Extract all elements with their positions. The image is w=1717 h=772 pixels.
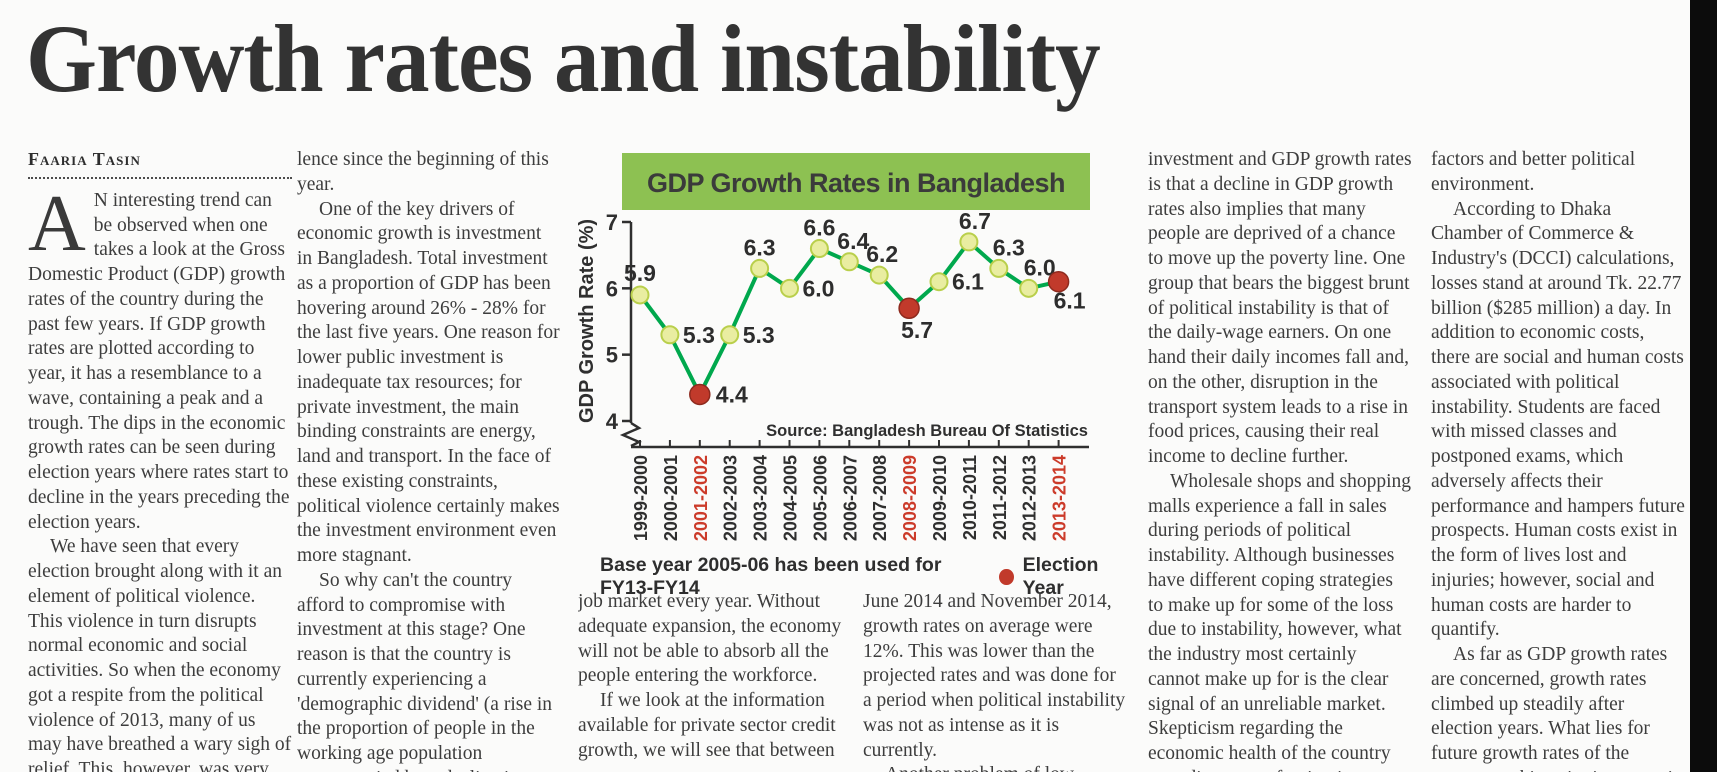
page-edge-strip — [1690, 0, 1717, 772]
chart-legend: Election Year — [999, 554, 1131, 600]
chart-title-bar — [622, 153, 1090, 210]
data-point-marker — [780, 278, 799, 298]
x-category-label: 2004-2005 — [781, 455, 801, 541]
paragraph: lence since the beginning of this year. — [297, 149, 549, 195]
x-category-label: 2003-2004 — [751, 455, 771, 541]
paragraph: June 2014 and November 2014, growth rate… — [863, 591, 1126, 761]
data-point-marker — [630, 285, 650, 305]
data-point-label: 6.3 — [744, 234, 776, 260]
x-category-label: 2001-2002 — [691, 455, 711, 541]
data-point-marker — [720, 325, 740, 345]
headline: Growth rates and instability — [26, 5, 1101, 112]
y-tick-label: 7 — [606, 210, 618, 235]
data-point-label: 6.3 — [993, 234, 1025, 260]
paragraph: job market every year. Without adequate … — [578, 591, 842, 687]
y-tick-label: 6 — [606, 276, 618, 301]
data-point-marker — [989, 258, 1009, 278]
gdp-growth-chart: GDP Growth Rates in Bangladesh 7 6 5 4 GDP Gr… — [576, 145, 1135, 599]
data-point-label: 6.1 — [1054, 288, 1086, 314]
paragraph: investment and GDP growth rates is that … — [1148, 149, 1412, 467]
column-3: job market every year. Without adequate … — [578, 590, 846, 772]
x-category-label: 2009-2010 — [930, 455, 950, 541]
paragraph: Another problem of low — [863, 763, 1127, 772]
chart-title: GDP Growth Rates in Bangladesh — [647, 168, 1065, 198]
drop-cap: A — [28, 179, 86, 268]
data-point-label: 6.0 — [803, 275, 835, 301]
data-point-marker — [750, 258, 770, 278]
x-category-label: 2006-2007 — [840, 455, 860, 541]
x-category-label: 2012-2013 — [1020, 455, 1040, 541]
election-year-marker — [1047, 270, 1070, 293]
data-point-marker — [929, 272, 949, 292]
paragraph: If we look at the information available … — [578, 690, 836, 761]
x-category-label: 2011-2012 — [990, 455, 1010, 540]
data-point-marker — [660, 325, 680, 345]
axis-break-icon — [619, 421, 642, 448]
x-category-label: 2007-2008 — [870, 455, 890, 541]
x-category-label: 2013-2014 — [1050, 455, 1070, 541]
y-tick-label: 4 — [606, 409, 619, 434]
data-point-label: 6.7 — [959, 208, 991, 234]
byline-rule — [28, 176, 292, 179]
paragraph: factors and better political environment… — [1431, 149, 1636, 195]
data-point-label: 6.6 — [803, 215, 835, 241]
x-category-label: 2005-2006 — [810, 455, 830, 541]
x-category-label: 2002-2003 — [721, 455, 741, 541]
data-point-label: 4.4 — [716, 381, 748, 407]
paragraph: One of the key drivers of economic growt… — [297, 198, 560, 567]
data-point-label: 5.9 — [624, 260, 656, 286]
x-category-label: 2008-2009 — [900, 455, 920, 541]
chart-canvas: GDP Growth Rates in Bangladesh 7 6 5 4 GDP Gr… — [576, 153, 1090, 541]
legend-label: Election Year — [1022, 554, 1099, 599]
byline: Faaria Tasin — [28, 149, 141, 169]
data-point-marker — [869, 265, 889, 285]
data-point-label: 6.2 — [866, 241, 898, 267]
data-point-label: 6.4 — [837, 228, 869, 254]
paragraph: According to Dhaka Chamber of Commerce &… — [1431, 198, 1685, 641]
x-category-label: 2000-2001 — [661, 455, 681, 541]
data-point-marker — [1019, 278, 1039, 298]
paragraph: Wholesale shops and shopping malls exper… — [1148, 470, 1412, 772]
chart-note: Base year 2005-06 has been used for FY13… — [600, 554, 942, 599]
chart-caption-row: Base year 2005-06 has been used for FY13… — [578, 552, 1135, 600]
election-year-marker — [898, 297, 920, 319]
column-2: lence since the beginning of this year. … — [297, 148, 561, 772]
data-point-label: 5.3 — [683, 322, 715, 348]
paragraph: As far as GDP growth rates are concerned… — [1431, 644, 1683, 772]
paragraph: So why can't the country afford to compr… — [297, 569, 553, 772]
data-point-label: 6.1 — [952, 269, 984, 295]
x-category-label: 2010-2011 — [960, 455, 980, 540]
column-4: June 2014 and November 2014, growth rate… — [863, 590, 1127, 772]
column-5: investment and GDP growth rates is that … — [1148, 148, 1412, 772]
y-axis-title: GDP Growth Rate (%) — [578, 219, 598, 423]
column-6: factors and better political environment… — [1431, 148, 1687, 772]
y-tick-label: 5 — [606, 343, 618, 368]
paragraph-text: N interesting trend can be observed when… — [28, 189, 290, 533]
paragraph: We have seen that every election brought… — [28, 536, 292, 772]
data-point-label: 5.7 — [901, 317, 933, 343]
election-year-marker — [689, 383, 711, 406]
chart-source: Source: Bangladesh Bureau Of Statistics — [766, 422, 1088, 440]
data-point-marker — [839, 252, 859, 272]
x-category-label: 1999-2000 — [631, 455, 651, 541]
data-point-marker — [959, 232, 979, 252]
data-point-label: 5.3 — [743, 322, 775, 348]
data-point-marker — [809, 239, 829, 259]
election-year-dot-icon — [999, 569, 1014, 585]
